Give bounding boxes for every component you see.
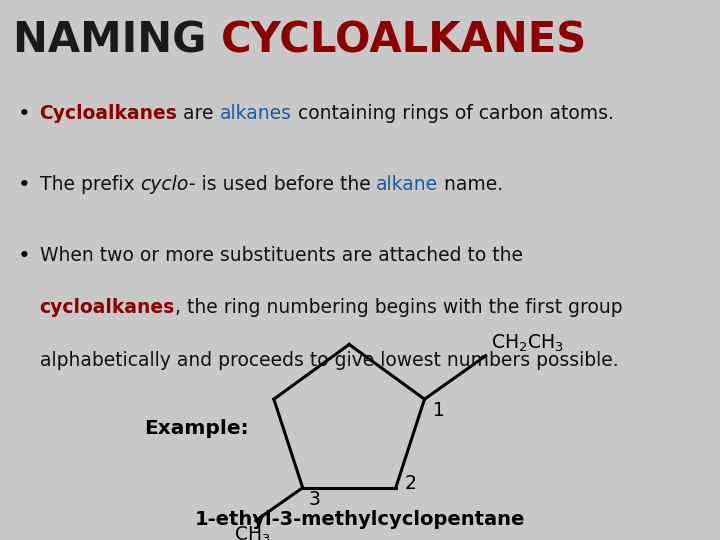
Text: containing rings of carbon atoms.: containing rings of carbon atoms. (292, 104, 614, 123)
Text: •: • (18, 246, 31, 266)
Text: 1-ethyl-3-methylcyclopentane: 1-ethyl-3-methylcyclopentane (195, 510, 525, 529)
Text: •: • (18, 104, 31, 124)
Text: alphabetically and proceeds to give lowest numbers possible.: alphabetically and proceeds to give lowe… (40, 351, 618, 370)
Text: cycloalkanes: cycloalkanes (40, 299, 175, 318)
Text: alkane: alkane (377, 175, 438, 194)
Text: Example:: Example: (144, 419, 248, 438)
Text: •: • (18, 175, 31, 195)
Text: Cycloalkanes: Cycloalkanes (40, 104, 177, 123)
Text: , the ring numbering begins with the first group: , the ring numbering begins with the fir… (175, 299, 623, 318)
Text: alkanes: alkanes (220, 104, 292, 123)
Text: 3: 3 (308, 490, 320, 509)
Text: CYCLOALKANES: CYCLOALKANES (221, 19, 587, 61)
Text: CH$_3$: CH$_3$ (234, 525, 271, 540)
Text: NAMING: NAMING (13, 19, 221, 61)
Text: - is used before the: - is used before the (189, 175, 377, 194)
Text: 2: 2 (405, 474, 416, 492)
Text: 1: 1 (433, 401, 445, 421)
Text: cyclo: cyclo (140, 175, 189, 194)
Text: CH$_2$CH$_3$: CH$_2$CH$_3$ (492, 332, 564, 354)
Text: The prefix: The prefix (40, 175, 140, 194)
Text: When two or more substituents are attached to the: When two or more substituents are attach… (40, 246, 523, 265)
Text: name.: name. (438, 175, 503, 194)
Text: are: are (177, 104, 220, 123)
